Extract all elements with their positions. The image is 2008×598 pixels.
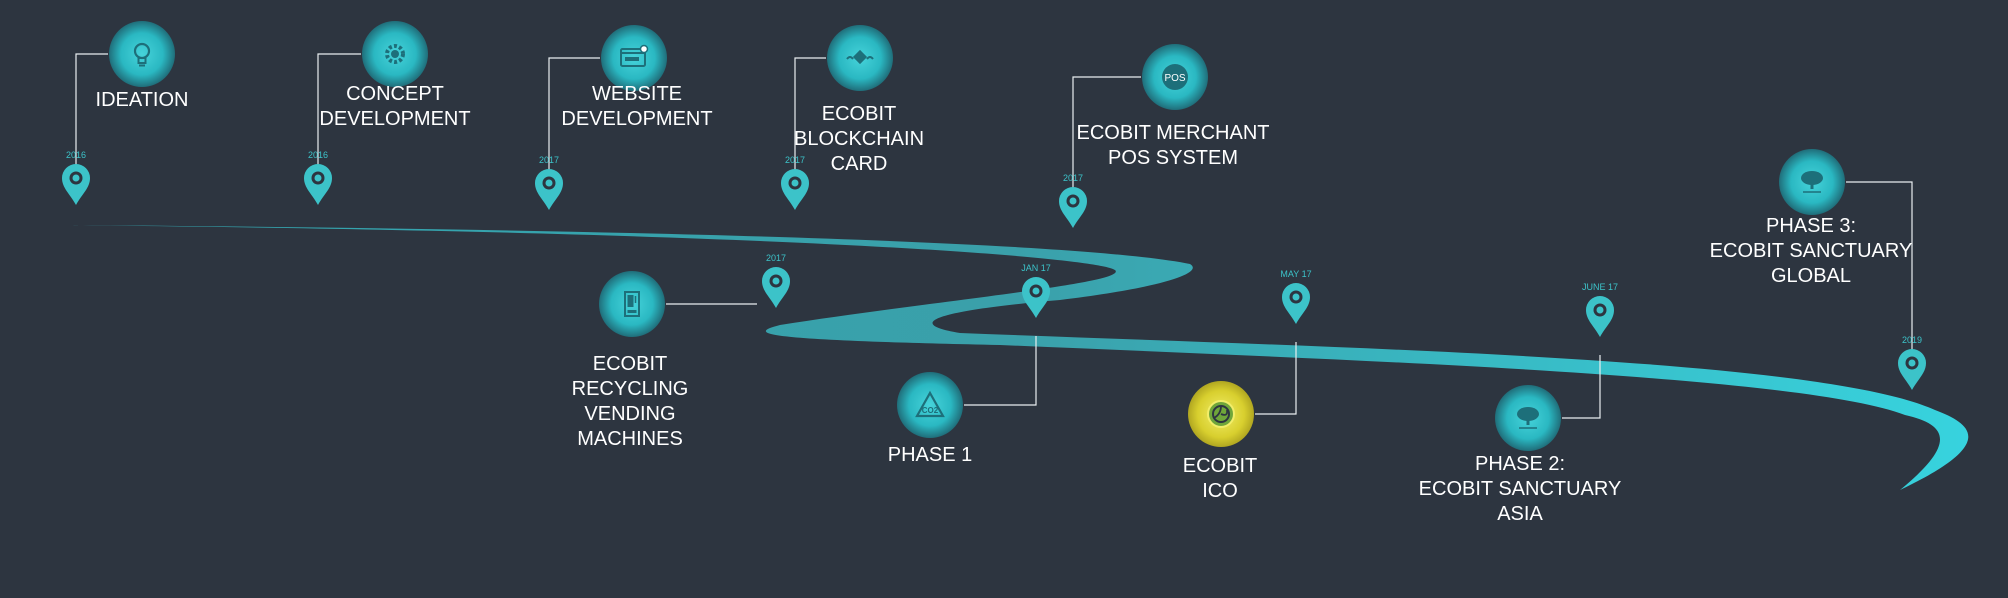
pos-map-pin-icon <box>1059 187 1087 228</box>
vending-label-line: MACHINES <box>577 428 683 450</box>
phase3-connector-line <box>1846 181 1913 372</box>
phase2-label-line: ASIA <box>1497 503 1543 525</box>
concept-connector-line <box>317 53 361 187</box>
phase2-label: PHASE 2: ECOBIT SANCTUARY ASIA <box>1419 452 1622 527</box>
svg-text:POS: POS <box>1164 73 1185 84</box>
phase3-map-pin-icon <box>1898 349 1926 390</box>
tree-icon <box>1779 149 1845 215</box>
ideation-map-pin-icon <box>62 164 90 205</box>
pos-date: 2017 <box>1062 173 1084 183</box>
ico-label: ECOBIT ICO <box>1183 454 1257 504</box>
ico-date: MAY 17 <box>1280 269 1312 279</box>
card-connector-line <box>794 57 826 192</box>
ico-connector-line <box>1255 342 1297 415</box>
pos-label-line: POS SYSTEM <box>1107 147 1239 169</box>
tree-icon <box>1495 385 1561 451</box>
card-label-line: CARD <box>830 153 888 175</box>
phase1-date: JAN 17 <box>1021 263 1051 273</box>
card-date: 2017 <box>784 155 806 165</box>
vending-machine-icon <box>599 271 665 337</box>
website-label-line: DEVELOPMENT <box>561 108 713 130</box>
website-connector-line <box>548 57 600 192</box>
co2-icon: CO2 <box>897 372 963 438</box>
concept-label-line: DEVELOPMENT <box>319 108 471 130</box>
gear-icon <box>362 21 428 87</box>
phase3-label-line: GLOBAL <box>1770 265 1852 287</box>
phase3-label-line: PHASE 3: <box>1765 215 1857 237</box>
card-map-pin-icon <box>781 169 809 210</box>
concept-label: CONCEPT DEVELOPMENT <box>319 82 470 132</box>
website-label: WEBSITE DEVELOPMENT <box>561 82 712 132</box>
ico-label-line: ECOBIT <box>1182 455 1258 477</box>
phase1-connector-line <box>964 336 1037 406</box>
card-label-line: BLOCKCHAIN <box>793 128 925 150</box>
ideation-label: IDEATION <box>96 88 189 113</box>
ideation-label-line: IDEATION <box>95 89 189 111</box>
ico-label-line: ICO <box>1202 480 1238 502</box>
ideation-date: 2016 <box>65 150 87 160</box>
phase1-label: PHASE 1 <box>888 443 972 468</box>
phase3-label: PHASE 3: ECOBIT SANCTUARY GLOBAL <box>1710 214 1913 289</box>
vending-map-pin-icon <box>762 267 790 308</box>
phase2-label-line: PHASE 2: <box>1474 453 1566 475</box>
concept-label-line: CONCEPT <box>346 83 444 105</box>
concept-map-pin-icon <box>304 164 332 205</box>
pos-label-line: ECOBIT MERCHANT <box>1076 122 1270 144</box>
phase1-label-line: PHASE 1 <box>887 444 973 466</box>
phase2-map-pin-icon <box>1586 296 1614 337</box>
ecobit-coin-icon <box>1188 381 1254 447</box>
card-label-line: ECOBIT <box>821 103 897 125</box>
website-map-pin-icon <box>535 169 563 210</box>
blockchain-icon <box>827 25 893 91</box>
browser-icon <box>601 25 667 91</box>
pos-connector-line <box>1072 76 1141 210</box>
vending-label-line: VENDING <box>584 403 676 425</box>
phase3-label-line: ECOBIT SANCTUARY <box>1709 240 1913 262</box>
concept-date: 2016 <box>307 150 329 160</box>
ico-map-pin-icon <box>1282 283 1310 324</box>
pos-icon: POS <box>1142 44 1208 110</box>
phase1-map-pin-icon <box>1022 277 1050 318</box>
card-label: ECOBIT BLOCKCHAIN CARD <box>794 102 924 177</box>
website-label-line: WEBSITE <box>591 83 682 105</box>
vending-label: ECOBIT RECYCLING VENDING MACHINES <box>572 352 689 452</box>
vending-label-line: ECOBIT <box>592 353 668 375</box>
phase2-label-line: ECOBIT SANCTUARY <box>1418 478 1622 500</box>
vending-date: 2017 <box>765 253 787 263</box>
vending-label-line: RECYCLING <box>571 378 689 400</box>
phase2-connector-line <box>1562 355 1601 419</box>
phase3-date: 2019 <box>1901 335 1923 345</box>
svg-text:CO2: CO2 <box>922 406 939 415</box>
website-date: 2017 <box>538 155 560 165</box>
phase2-date: JUNE 17 <box>1581 282 1619 292</box>
pos-label: ECOBIT MERCHANT POS SYSTEM <box>1077 121 1270 171</box>
ideation-connector-line <box>75 53 108 187</box>
lightbulb-icon <box>109 21 175 87</box>
